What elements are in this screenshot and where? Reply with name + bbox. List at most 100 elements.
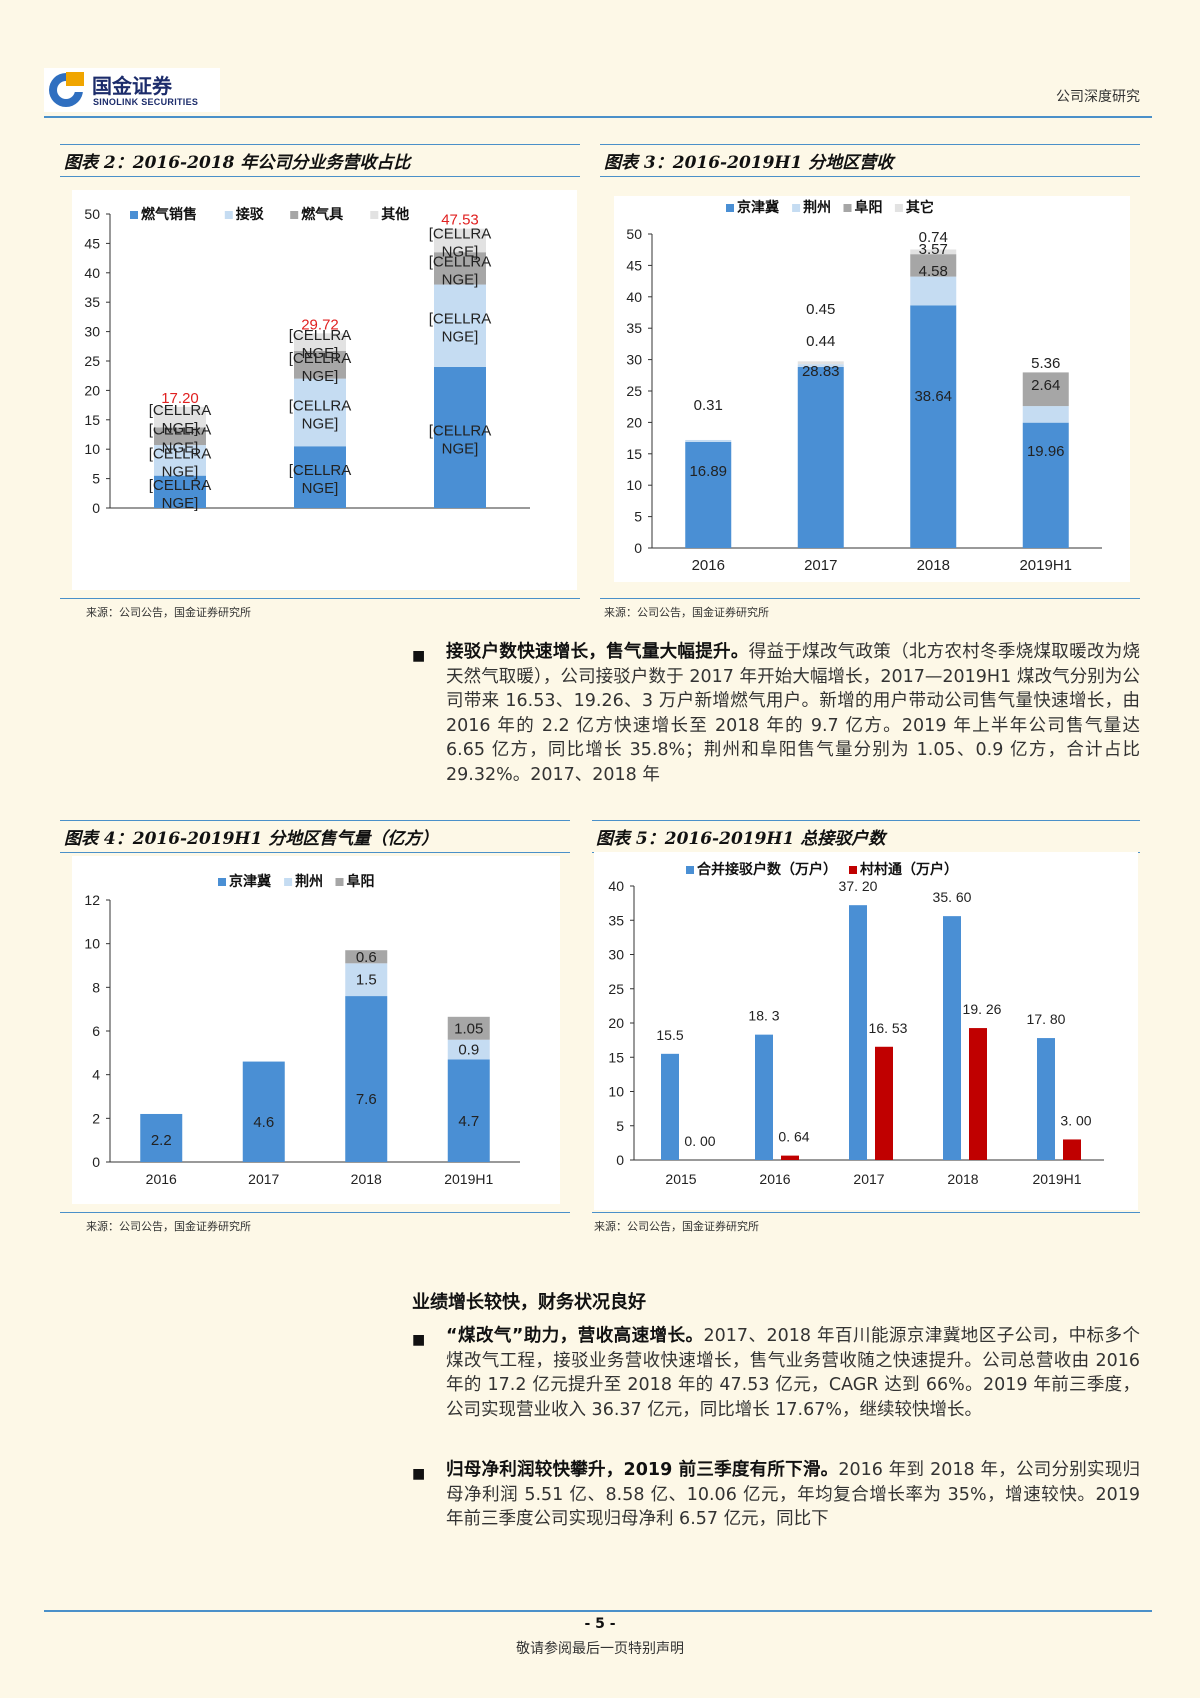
fig2-bottom-rule [60, 598, 580, 599]
fig2-bar-label-line1: [CELLRA [429, 225, 492, 242]
fig2-bar-label-line2: NGE] [162, 439, 199, 456]
fig2-legend-swatch [290, 211, 299, 219]
fig4-y-tick-label: 12 [84, 892, 100, 908]
fig4-bar-segment [242, 1061, 285, 1162]
fig3-data-label: 2.64 [1031, 377, 1060, 394]
fig3-x-tick-label: 2018 [917, 557, 950, 574]
fig4-x-tick-label: 2019H1 [444, 1171, 493, 1187]
section2-p2-text: 2016 年到 2018 年，公司分别实现归母净利润 5.51 亿、8.58 亿… [446, 1460, 1140, 1529]
fig2-legend-label: 燃气销售 [141, 206, 197, 222]
section2-p2-bullet: ■ [412, 1466, 426, 1482]
fig4-legend-label: 阜阳 [347, 873, 375, 889]
logo-icon [49, 72, 84, 107]
fig2-total-label: 17.20 [161, 390, 199, 407]
fig5-legend-swatch [849, 866, 857, 874]
fig5-y-tick-label: 20 [608, 1015, 624, 1031]
fig4-top-rule [60, 820, 570, 821]
fig4-bar-segment [345, 996, 388, 1162]
fig5-data-label: 37. 20 [839, 878, 878, 894]
fig2-y-tick-label: 35 [84, 294, 100, 310]
fig2-bar-label-line2: NGE] [442, 271, 479, 288]
fig4-legend-swatch [284, 878, 293, 886]
fig5-y-tick-label: 30 [608, 947, 624, 963]
fig2-legend-swatch [370, 211, 379, 219]
fig4-bar-segment [345, 963, 388, 997]
fig3-bar-segment [910, 249, 957, 255]
fig3-bar-segment [685, 439, 732, 442]
fig5-bar [849, 905, 867, 1160]
para1: 接驳户数快速增长，售气量大幅提升。得益于煤改气政策（北方农村冬季烧煤取暖改为烧天… [446, 640, 1140, 787]
fig2-title: 图表 2：2016-2018 年公司分业务营收占比 [64, 153, 411, 173]
fig2-total-label: 47.53 [441, 212, 479, 229]
fig2-y-tick-label: 20 [84, 382, 100, 398]
fig3-bottom-rule [600, 598, 1140, 599]
fig4-title-rule [60, 852, 570, 853]
fig5-x-tick-label: 2015 [665, 1171, 696, 1187]
fig3-title: 图表 3：2016-2019H1 分地区营收 [604, 153, 894, 173]
fig3-y-tick-label: 40 [626, 289, 642, 305]
fig2-bar-label-line1: [CELLRA [429, 422, 492, 439]
fig2-legend-label: 其他 [381, 206, 409, 222]
fig5-y-tick-label: 40 [608, 878, 624, 894]
page-number: - 5 - [584, 1616, 616, 1632]
fig5-legend-label: 村村通（万户） [860, 861, 958, 877]
fig5-title: 图表 5：2016-2019H1 总接驳户数 [596, 829, 886, 849]
fig2-bar-label-line2: NGE] [442, 329, 479, 346]
fig3-bar-segment [1022, 406, 1069, 423]
fig4-y-tick-label: 2 [92, 1110, 100, 1126]
fig2-bar-segment [154, 427, 206, 446]
fig2-bar-label-line2: NGE] [302, 368, 339, 385]
fig5-bar [1063, 1139, 1081, 1160]
fig2-bar-segment [294, 351, 346, 379]
fig5-legend-label: 合并接驳户数（万户） [697, 861, 837, 877]
fig5-y-tick-label: 35 [608, 912, 624, 928]
fig3-top-rule [600, 144, 1140, 145]
fig4-source: 来源：公司公告，国金证券研究所 [86, 1220, 251, 1233]
fig2-bar-segment [434, 284, 486, 367]
fig5-top-rule [592, 820, 1140, 821]
fig3-data-label: 19.96 [1027, 443, 1065, 460]
fig5-y-tick-label: 15 [608, 1049, 624, 1065]
fig2-bar-label-line2: NGE] [162, 463, 199, 480]
fig4-data-label: 1.5 [356, 972, 377, 989]
fig3-data-label: 38.64 [914, 388, 952, 405]
footer-rule [44, 1610, 1152, 1612]
fig5-x-tick-label: 2017 [853, 1171, 884, 1187]
fig5-chart: 0 5 10 15 20 25 30 35 40 合并接驳户数（万户） 村村通（万户） 15.5 0. … [594, 852, 1138, 1210]
fig4-data-label: 4.6 [253, 1114, 274, 1131]
fig5-bar [969, 1028, 987, 1160]
para1-lead: 接驳户数快速增长，售气量大幅提升。 [446, 642, 749, 662]
fig3-data-label: 0.31 [694, 397, 723, 414]
fig2-top-rule [60, 144, 580, 145]
fig3-data-label: 0.74 [919, 229, 948, 246]
fig5-bar [943, 916, 961, 1160]
fig2-bar-label-line2: NGE] [302, 480, 339, 497]
fig3-bar-segment [1022, 422, 1069, 548]
fig4-bar-segment [447, 1059, 490, 1162]
fig2-bar-label-line2: NGE] [302, 415, 339, 432]
fig3-data-label: 28.83 [802, 363, 840, 380]
fig2-bar-segment [294, 446, 346, 508]
fig2-bar-label-line1: [CELLRA [429, 311, 492, 328]
fig2-y-tick-label: 0 [92, 500, 100, 516]
fig4-bar-segment [447, 1039, 490, 1060]
fig2-bar-label-line2: NGE] [442, 243, 479, 260]
fig2-bar-segment [434, 228, 486, 253]
fig3-title-rule [600, 176, 1140, 177]
fig2-legend-swatch [224, 211, 233, 219]
fig2-total-label: 29.72 [301, 316, 339, 333]
report-type: 公司深度研究 [1056, 89, 1140, 105]
fig5-source: 来源：公司公告，国金证券研究所 [594, 1220, 759, 1233]
fig4-x-tick-label: 2017 [248, 1171, 279, 1187]
fig2-title-rule [60, 176, 580, 177]
fig3-bar-segment [797, 366, 844, 548]
fig3-chart: 0 5 10 15 20 25 30 35 40 45 50 京津冀 荆州 阜阳 其它 2016 2017 201… [614, 196, 1130, 582]
fig3-y-tick-label: 30 [626, 352, 642, 368]
fig2-bar-segment [154, 406, 206, 428]
fig3-legend-label: 京津冀 [737, 199, 779, 215]
fig3-y-tick-label: 50 [626, 226, 642, 242]
fig2-y-tick-label: 40 [84, 265, 100, 281]
fig2-bar-label-line1: [CELLRA [149, 402, 212, 419]
fig3-bar-segment [797, 361, 844, 365]
